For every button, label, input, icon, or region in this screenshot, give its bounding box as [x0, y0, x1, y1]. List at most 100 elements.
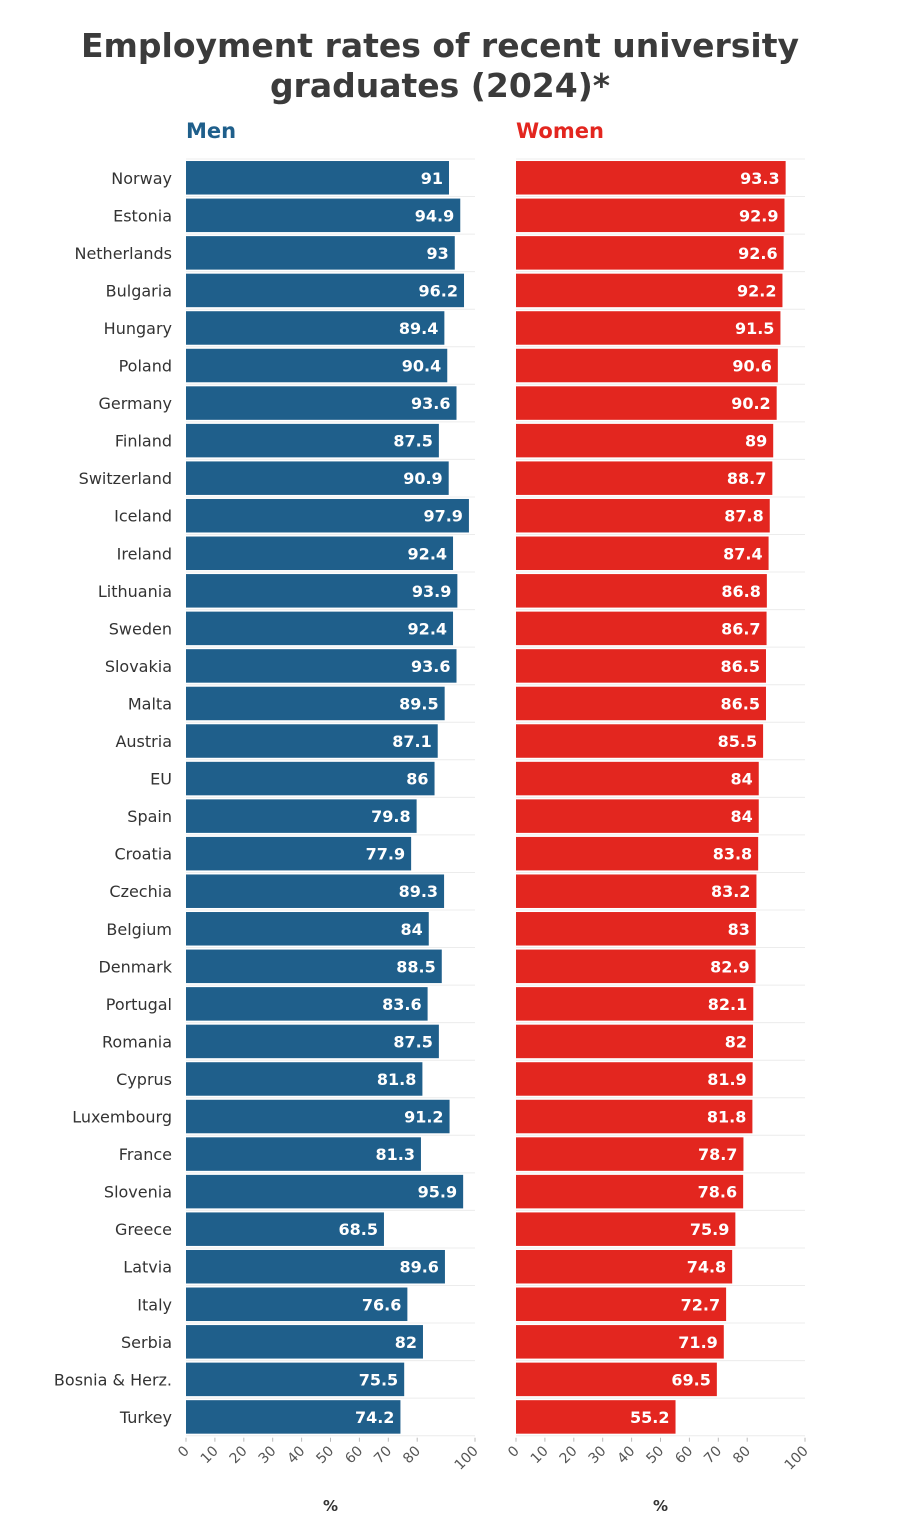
bar-men-netherlands	[186, 236, 455, 270]
value-label-women-romania: 82	[725, 1032, 747, 1051]
category-label-turkey: Turkey	[119, 1408, 172, 1427]
bar-men-france	[186, 1137, 421, 1171]
bar-women-poland	[516, 348, 778, 383]
bar-men-czechia	[186, 874, 445, 908]
value-label-women-bulgaria: 92.2	[737, 281, 776, 300]
value-label-women-austria: 85.5	[718, 732, 757, 751]
category-label-greece: Greece	[115, 1220, 172, 1239]
value-label-men-malta: 89.5	[399, 694, 438, 713]
bar-men-finland	[186, 423, 439, 458]
x-tick-label-men: 0	[175, 1443, 193, 1461]
bar-women-croatia	[516, 836, 759, 871]
value-label-men-iceland: 97.9	[423, 507, 462, 526]
x-tick-label-women: 40	[615, 1443, 639, 1467]
panel-title-women: Women	[516, 119, 604, 143]
category-label-estonia: Estonia	[113, 206, 172, 225]
value-label-men-turkey: 74.2	[355, 1408, 394, 1427]
category-label-finland: Finland	[115, 432, 172, 451]
bar-women-italy	[516, 1287, 727, 1322]
x-tick-label-women: 60	[672, 1443, 696, 1467]
value-label-women-finland: 89	[745, 432, 767, 451]
bar-women-finland	[516, 423, 774, 458]
value-label-men-slovakia: 93.6	[411, 657, 450, 676]
category-label-ireland: Ireland	[117, 544, 172, 563]
value-label-men-romania: 87.5	[393, 1032, 432, 1051]
value-label-men-germany: 93.6	[411, 394, 450, 413]
category-label-iceland: Iceland	[114, 507, 172, 526]
bar-women-latvia	[516, 1249, 733, 1284]
x-tick-label-women: 20	[557, 1443, 581, 1467]
bar-men-cyprus	[186, 1062, 423, 1096]
bar-women-cyprus	[516, 1062, 753, 1096]
x-tick-label-men: 50	[313, 1443, 337, 1467]
value-label-men-belgium: 84	[400, 920, 422, 939]
panel-title-men: Men	[186, 119, 236, 143]
bar-men-sweden	[186, 611, 454, 646]
value-label-women-hungary: 91.5	[735, 319, 774, 338]
bar-women-estonia	[516, 198, 785, 233]
bar-men-latvia	[186, 1249, 445, 1284]
category-label-sweden: Sweden	[109, 619, 172, 638]
bar-women-luxembourg	[516, 1099, 753, 1134]
bar-men-hungary	[186, 311, 445, 345]
bar-women-netherlands	[516, 236, 784, 270]
bar-women-czechia	[516, 874, 757, 908]
x-tick-label-men: 20	[227, 1443, 251, 1467]
bar-men-estonia	[186, 198, 461, 233]
value-label-men-denmark: 88.5	[396, 957, 435, 976]
category-label-serbia: Serbia	[121, 1333, 172, 1352]
value-label-women-netherlands: 92.6	[738, 244, 777, 263]
bar-men-switzerland	[186, 461, 449, 495]
value-label-women-iceland: 87.8	[724, 507, 763, 526]
value-label-women-cyprus: 81.9	[707, 1070, 746, 1089]
x-tick-label-women: 70	[701, 1443, 725, 1467]
category-label-spain: Spain	[127, 807, 172, 826]
value-label-men-sweden: 92.4	[408, 619, 447, 638]
category-label-poland: Poland	[119, 357, 172, 376]
value-label-men-italy: 76.6	[362, 1295, 401, 1314]
category-label-bulgaria: Bulgaria	[106, 281, 172, 300]
bar-men-italy	[186, 1287, 408, 1322]
value-label-women-slovakia: 86.5	[721, 657, 760, 676]
category-label-cyprus: Cyprus	[116, 1070, 172, 1089]
bar-men-eu	[186, 761, 435, 796]
value-label-men-portugal: 83.6	[382, 995, 421, 1014]
bar-men-norway	[186, 161, 449, 195]
chart-title-line-1: Employment rates of recent university	[81, 26, 799, 65]
bar-women-serbia	[516, 1325, 724, 1359]
x-tick-label-men: 40	[285, 1443, 309, 1467]
value-label-women-belgium: 83	[728, 920, 750, 939]
chart-title-line-2: graduates (2024)*	[269, 66, 611, 105]
bar-men-denmark	[186, 949, 442, 984]
value-label-men-switzerland: 90.9	[403, 469, 442, 488]
bar-men-greece	[186, 1212, 384, 1246]
value-label-men-poland: 90.4	[402, 357, 441, 376]
value-label-women-greece: 75.9	[690, 1220, 729, 1239]
bar-women-bosnia-herz-	[516, 1362, 717, 1397]
bar-women-malta	[516, 686, 766, 721]
value-label-women-sweden: 86.7	[721, 619, 760, 638]
value-label-men-eu: 86	[406, 770, 428, 789]
value-label-men-serbia: 82	[395, 1333, 417, 1352]
category-label-croatia: Croatia	[114, 845, 172, 864]
x-tick-label-women: 80	[730, 1443, 754, 1467]
value-label-men-austria: 87.1	[392, 732, 431, 751]
bar-men-slovenia	[186, 1174, 464, 1209]
bar-women-spain	[516, 799, 759, 833]
value-label-men-slovenia: 95.9	[418, 1183, 457, 1202]
value-label-men-spain: 79.8	[371, 807, 410, 826]
value-label-women-lithuania: 86.8	[721, 582, 760, 601]
x-axis-label-men: %	[323, 1497, 338, 1515]
x-tick-label-men: 70	[371, 1443, 395, 1467]
value-label-men-croatia: 77.9	[366, 845, 405, 864]
category-label-latvia: Latvia	[123, 1258, 172, 1277]
category-label-france: France	[119, 1145, 172, 1164]
x-tick-label-women: 50	[643, 1443, 667, 1467]
value-label-men-luxembourg: 91.2	[404, 1108, 443, 1127]
category-label-czechia: Czechia	[109, 882, 172, 901]
value-label-women-norway: 93.3	[740, 169, 779, 188]
bar-men-turkey	[186, 1400, 401, 1434]
category-label-eu: EU	[150, 770, 172, 789]
value-label-men-netherlands: 93	[427, 244, 449, 263]
x-tick-label-men: 30	[256, 1443, 280, 1467]
